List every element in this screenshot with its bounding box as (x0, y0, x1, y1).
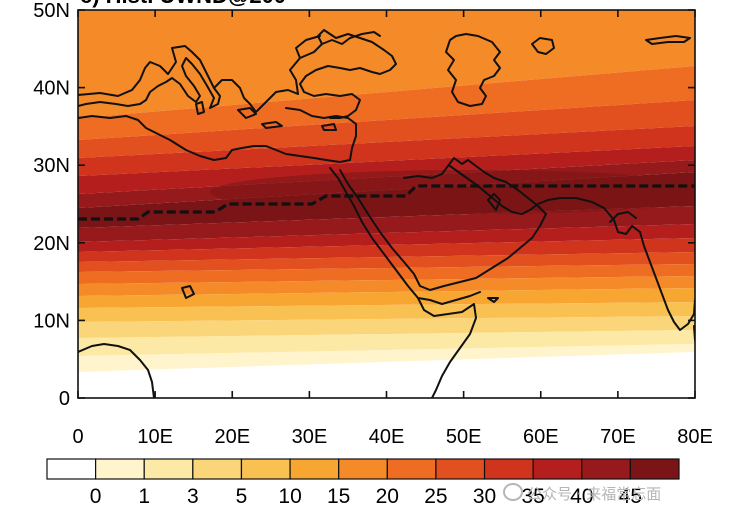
lon-tick-label: 10E (137, 426, 173, 448)
map-title: c) Hist. UWND@200 (80, 0, 286, 8)
longitude-axis: 0 10E 20E 30E 40E 50E 60E 70E 80E (72, 10, 713, 448)
coast-sardinia (195, 101, 205, 115)
coast-balkhash (645, 35, 691, 45)
contour-band (78, 330, 695, 356)
wechat-icon (503, 483, 523, 501)
lon-tick-label: 20E (214, 426, 250, 448)
lon-tick-label: 0 (72, 426, 83, 448)
colorbar-swatch (435, 458, 486, 480)
contour-band (78, 224, 695, 252)
coast-gulf-guinea (78, 343, 155, 398)
colorbar-label: 15 (327, 485, 350, 508)
coast-qatar (487, 193, 501, 211)
jet-axis-line (78, 184, 695, 221)
colorbar-label: 0 (90, 485, 102, 508)
colorbar-swatch (338, 458, 388, 480)
coast-sicily (237, 107, 257, 119)
coast-crimea (321, 31, 381, 45)
contour-band (78, 238, 695, 262)
lat-tick-label: 30N (33, 155, 70, 177)
colorbar-swatch (240, 458, 291, 480)
watermark-text: 公众号 · 来福常忘面 (527, 485, 662, 503)
contour-band (78, 316, 695, 338)
colorbar-swatch (532, 458, 583, 480)
contour-band (78, 100, 695, 158)
colorbar-label: 45 (619, 485, 642, 508)
colorbar-swatch (192, 458, 243, 480)
lat-tick-label: 0 (59, 388, 70, 410)
lon-tick-label: 30E (292, 426, 328, 448)
coast-cyprus (321, 123, 337, 131)
colorbar-label: 1 (138, 485, 150, 508)
contour-band (78, 252, 695, 272)
colorbar-label: 40 (570, 485, 593, 508)
contour-band (78, 264, 695, 284)
coast-crete (261, 121, 283, 129)
latitude-axis: 50N 40N 30N 20N 10N 0 (33, 0, 695, 410)
jet-core (210, 170, 695, 214)
contour-band (78, 276, 695, 296)
coast-aral (531, 37, 555, 55)
colorbar-swatch (95, 458, 145, 480)
colorbar-label: 10 (278, 485, 301, 508)
colorbar-swatch (483, 458, 534, 480)
coast-horn (417, 297, 477, 398)
lat-tick-label: 10N (33, 310, 70, 332)
colorbar-label: 35 (521, 485, 544, 508)
contour-band (78, 302, 695, 322)
coast-persian-gulf (449, 165, 641, 235)
colorbar-swatch (289, 458, 340, 480)
coast-caspian (445, 33, 501, 107)
contour-band (78, 66, 695, 140)
lat-tick-label: 20N (33, 233, 70, 255)
colorbar-swatch (386, 458, 437, 480)
lon-tick-label: 80E (677, 426, 713, 448)
wind-speed-field (78, 10, 695, 398)
coast-europe (78, 45, 221, 109)
coast-lake-chad (181, 285, 195, 299)
lon-tick-label: 50E (446, 426, 482, 448)
colorbar-swatch (143, 458, 194, 480)
colorbar: 0 1 3 5 10 15 20 25 30 35 40 45 (46, 458, 680, 508)
watermark: 公众号 · 来福常忘面 (503, 483, 661, 504)
coast-red-sea-east (339, 157, 547, 291)
lon-tick-label: 70E (600, 426, 636, 448)
colorbar-swatch (629, 458, 680, 480)
colorbar-label: 3 (187, 485, 199, 508)
contour-band (78, 10, 695, 118)
contour-band (78, 126, 695, 176)
contour-band (78, 206, 695, 242)
lat-tick-label: 50N (33, 0, 70, 22)
coast-socotra (487, 297, 499, 303)
coastlines (78, 29, 695, 398)
coast-black-sea-north (295, 35, 321, 59)
coast-balkans (213, 29, 397, 119)
colorbar-label: 25 (424, 485, 447, 508)
colorbar-swatch (46, 458, 97, 480)
colorbar-label: 5 (236, 485, 248, 508)
colorbar-label: 30 (473, 485, 496, 508)
coast-india-2 (609, 211, 637, 223)
lon-tick-label: 40E (369, 426, 405, 448)
contour-band (78, 344, 695, 372)
colorbar-label: 20 (376, 485, 399, 508)
coast-levant (285, 107, 357, 161)
contour-band (78, 288, 695, 308)
coast-north-africa (78, 115, 351, 163)
contour-band (78, 146, 695, 194)
colorbar-swatch (581, 458, 631, 480)
lat-tick-label: 40N (33, 78, 70, 100)
contour-band (78, 352, 695, 398)
lon-tick-label: 60E (523, 426, 559, 448)
